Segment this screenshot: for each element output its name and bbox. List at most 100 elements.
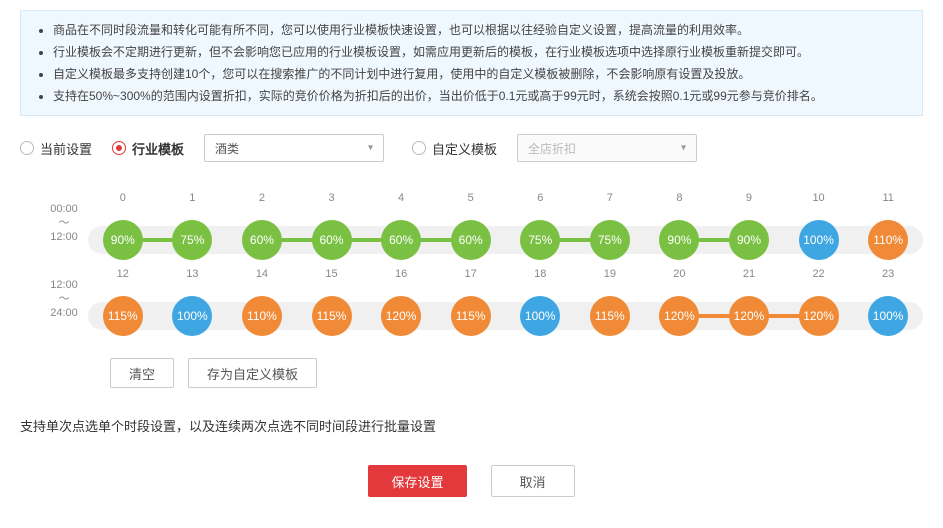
chevron-down-icon: ▾ (681, 143, 686, 154)
node-col: 115% (88, 296, 158, 336)
radio-icon (112, 141, 126, 155)
time-label: 00:00～12:00 (40, 202, 88, 244)
hour-label: 20 (645, 268, 715, 280)
chart-row: 12:00～24:00121314151617181920212223115%1… (40, 268, 923, 330)
hour-label: 3 (297, 192, 367, 204)
discount-node[interactable]: 120% (799, 296, 839, 336)
radio-industry-label: 行业模板 (132, 139, 184, 158)
save-template-button[interactable]: 存为自定义模板 (188, 358, 317, 388)
hour-label: 11 (853, 192, 923, 204)
chart-row: 00:00～12:000123456789101190%75%60%60%60%… (40, 192, 923, 254)
discount-node[interactable]: 100% (520, 296, 560, 336)
node-col: 60% (227, 220, 297, 260)
template-type-row: 当前设置 行业模板 酒类 ▾ 自定义模板 全店折扣 ▾ (20, 134, 923, 162)
industry-select[interactable]: 酒类 ▾ (204, 134, 384, 162)
discount-node[interactable]: 115% (103, 296, 143, 336)
node-col: 115% (436, 296, 506, 336)
hour-label: 6 (505, 192, 575, 204)
hour-label: 17 (436, 268, 506, 280)
node-col: 100% (784, 220, 854, 260)
discount-node[interactable]: 120% (381, 296, 421, 336)
discount-node[interactable]: 100% (868, 296, 908, 336)
hour-label: 16 (366, 268, 436, 280)
discount-node[interactable]: 60% (312, 220, 352, 260)
node-col: 100% (505, 296, 575, 336)
hour-label: 1 (158, 192, 228, 204)
hour-label: 12 (88, 268, 158, 280)
node-col: 115% (297, 296, 367, 336)
hour-label: 5 (436, 192, 506, 204)
discount-node[interactable]: 115% (451, 296, 491, 336)
discount-node[interactable]: 100% (799, 220, 839, 260)
node-col: 110% (853, 220, 923, 260)
radio-icon (20, 141, 34, 155)
hour-label: 10 (784, 192, 854, 204)
hour-label: 18 (505, 268, 575, 280)
radio-industry[interactable]: 行业模板 (112, 139, 184, 158)
radio-current-label: 当前设置 (40, 139, 92, 158)
discount-node[interactable]: 90% (103, 220, 143, 260)
node-col: 110% (227, 296, 297, 336)
hour-label: 13 (158, 268, 228, 280)
clear-button[interactable]: 清空 (110, 358, 174, 388)
time-label: 12:00～24:00 (40, 278, 88, 320)
hour-label: 7 (575, 192, 645, 204)
radio-current[interactable]: 当前设置 (20, 139, 92, 158)
hour-label: 9 (714, 192, 784, 204)
template-buttons: 清空 存为自定义模板 (110, 358, 923, 388)
discount-node[interactable]: 60% (242, 220, 282, 260)
discount-node[interactable]: 90% (659, 220, 699, 260)
cancel-button[interactable]: 取消 (491, 465, 575, 497)
node-col: 120% (366, 296, 436, 336)
hour-label: 21 (714, 268, 784, 280)
hour-label: 2 (227, 192, 297, 204)
discount-node[interactable]: 100% (172, 296, 212, 336)
nodes: 115% 100% 110% 115% 120% 115% 100% 115% 120% 120%… (88, 296, 923, 336)
discount-node[interactable]: 75% (520, 220, 560, 260)
discount-node[interactable]: 110% (868, 220, 908, 260)
discount-node[interactable]: 120% (729, 296, 769, 336)
info-item: 支持在50%~300%的范围内设置折扣，实际的竞价价格为折扣后的出价，当出价低于… (53, 85, 910, 107)
hour-label: 23 (853, 268, 923, 280)
discount-node[interactable]: 90% (729, 220, 769, 260)
node-col: 75% (505, 220, 575, 260)
hour-label: 22 (784, 268, 854, 280)
nodes: 90% 75% 60% 60% 60% 60% 75% 75% 90% 90% 100% 110% (88, 220, 923, 260)
schedule-chart: 00:00～12:000123456789101190%75%60%60%60%… (40, 192, 923, 330)
discount-node[interactable]: 75% (172, 220, 212, 260)
discount-node[interactable]: 115% (312, 296, 352, 336)
custom-select-value: 全店折扣 (528, 140, 576, 157)
node-col: 90% (88, 220, 158, 260)
industry-select-value: 酒类 (215, 140, 239, 157)
node-col: 100% (853, 296, 923, 336)
hours: 01234567891011 (88, 192, 923, 204)
hour-label: 0 (88, 192, 158, 204)
hint-text: 支持单次点选单个时段设置，以及连续两次点选不同时间段进行批量设置 (20, 416, 923, 435)
hour-label: 15 (297, 268, 367, 280)
info-item: 自定义模板最多支持创建10个，您可以在搜索推广的不同计划中进行复用，使用中的自定… (53, 63, 910, 85)
hour-label: 19 (575, 268, 645, 280)
chevron-down-icon: ▾ (368, 143, 373, 154)
discount-node[interactable]: 60% (451, 220, 491, 260)
custom-select[interactable]: 全店折扣 ▾ (517, 134, 697, 162)
hour-label: 8 (645, 192, 715, 204)
info-item: 商品在不同时段流量和转化可能有所不同，您可以使用行业模板快速设置，也可以根据以往… (53, 19, 910, 41)
discount-node[interactable]: 110% (242, 296, 282, 336)
radio-custom[interactable]: 自定义模板 (412, 139, 497, 158)
discount-node[interactable]: 115% (590, 296, 630, 336)
discount-node[interactable]: 60% (381, 220, 421, 260)
radio-icon (412, 141, 426, 155)
discount-node[interactable]: 75% (590, 220, 630, 260)
track-area: 0123456789101190%75%60%60%60%60%75%75%90… (88, 192, 923, 254)
hour-label: 14 (227, 268, 297, 280)
info-item: 行业模板会不定期进行更新，但不会影响您已应用的行业模板设置，如需应用更新后的模板… (53, 41, 910, 63)
save-button[interactable]: 保存设置 (368, 465, 466, 497)
node-col: 120% (645, 296, 715, 336)
node-col: 100% (158, 296, 228, 336)
discount-node[interactable]: 120% (659, 296, 699, 336)
info-list: 商品在不同时段流量和转化可能有所不同，您可以使用行业模板快速设置，也可以根据以往… (53, 19, 910, 107)
info-box: 商品在不同时段流量和转化可能有所不同，您可以使用行业模板快速设置，也可以根据以往… (20, 10, 923, 116)
footer-buttons: 保存设置 取消 (20, 465, 923, 497)
radio-custom-label: 自定义模板 (432, 139, 497, 158)
hour-label: 4 (366, 192, 436, 204)
